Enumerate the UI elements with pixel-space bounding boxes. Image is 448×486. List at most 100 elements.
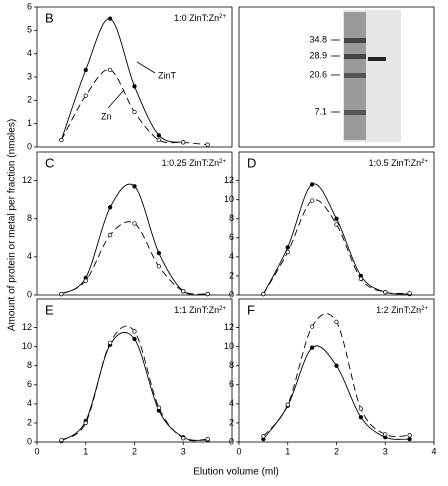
data-point <box>309 345 315 350</box>
annotation-superscript: 2+ <box>219 306 226 312</box>
data-point <box>107 340 113 346</box>
y-tick-label: 1 <box>27 118 32 128</box>
y-tick-label: 12 <box>224 322 234 332</box>
panel-letter: D <box>247 155 256 170</box>
gel-band <box>344 73 366 78</box>
data-point <box>261 291 266 297</box>
data-point <box>358 276 364 281</box>
data-point <box>205 291 210 297</box>
data-point <box>358 415 364 420</box>
data-point <box>334 216 339 221</box>
y-tick-label: 0 <box>229 436 234 446</box>
y-tick-label: 8 <box>27 360 32 370</box>
gel-panel: A 34.828.920.67.1 <box>238 6 435 148</box>
data-point <box>205 436 210 442</box>
data-point <box>107 205 113 210</box>
annotation-text: 1:2 ZinT:Zn <box>376 305 421 315</box>
gel-band <box>344 38 366 43</box>
data-point <box>83 93 88 98</box>
legend-label: Zn <box>101 111 112 121</box>
annotation: 1:0.5 ZinT:Zn2+ <box>369 158 429 168</box>
gel-marker-label: 7.1 <box>314 106 327 116</box>
annotation-superscript: 2+ <box>421 306 428 312</box>
data-point <box>132 329 137 334</box>
x-tick-label: 2 <box>334 446 339 456</box>
gel-band <box>344 110 366 115</box>
data-point <box>334 319 339 325</box>
y-tick-label: 8 <box>229 360 234 370</box>
legend-label: ZinT <box>158 70 177 80</box>
annotation: 1:1 ZinT:Zn2+ <box>174 305 226 315</box>
data-point <box>83 67 88 73</box>
y-tick-label: 0 <box>27 436 32 446</box>
annotation: 1:0 ZinT:Zn2+ <box>174 13 226 23</box>
y-tick-label: 4 <box>27 48 32 58</box>
y-tick-label: 12 <box>22 322 32 332</box>
gel-marker-label: 28.9 <box>309 50 327 60</box>
y-tick-label: 0 <box>27 141 32 151</box>
panel-letter: E <box>45 302 54 317</box>
chart-panel: B 1:0 ZinT:Zn2+ 0 1 2 3 4 5 6 ZinT Zn <box>27 1 233 151</box>
annotation-superscript: 2+ <box>219 159 226 165</box>
y-tick-label: 4 <box>229 398 234 408</box>
data-point <box>205 142 210 147</box>
data-point <box>132 84 137 89</box>
y-tick-label: 2 <box>229 270 234 280</box>
x-tick-label: 3 <box>383 446 388 456</box>
y-tick-label: 8 <box>27 213 32 223</box>
data-point <box>59 437 64 443</box>
gel-band <box>344 54 366 59</box>
y-tick-label: 2 <box>27 95 32 105</box>
annotation-superscript: 2+ <box>219 14 226 20</box>
plot-frame <box>36 151 233 296</box>
data-point <box>285 245 290 250</box>
annotation-superscript: 2+ <box>421 159 428 165</box>
gel-markers: 34.8 28.9 20.6 7.1 <box>309 34 340 116</box>
chart-panel: C 1:0.25 ZinT:Zn2+ 0 4 8 12 <box>22 151 233 299</box>
y-tick-label: 6 <box>27 379 32 389</box>
gel-marker-label: 20.6 <box>309 69 327 79</box>
annotation-text: 1:0.5 ZinT:Zn <box>369 158 422 168</box>
data-point <box>156 133 162 138</box>
data-point <box>59 291 64 297</box>
y-tick-label: 10 <box>224 194 234 204</box>
data-point <box>59 137 64 143</box>
data-point <box>261 434 266 439</box>
data-point <box>83 420 88 426</box>
annotation-text: 1:1 ZinT:Zn <box>174 305 219 315</box>
data-point <box>132 109 137 115</box>
y-tick-label: 0 <box>229 289 234 299</box>
y-tick-label: 2 <box>27 417 32 427</box>
y-tick-label: 6 <box>27 1 32 11</box>
annotation-text: 1:0 ZinT:Zn <box>174 13 219 23</box>
x-tick-label: 0 <box>34 446 39 456</box>
annotation: 1:2 ZinT:Zn2+ <box>376 305 428 315</box>
y-tick-label: 2 <box>229 417 234 427</box>
legend-leader <box>136 61 156 74</box>
data-point <box>334 363 339 368</box>
data-point <box>156 405 162 410</box>
data-point <box>309 198 315 203</box>
data-point <box>383 289 388 295</box>
data-point <box>358 406 364 411</box>
data-point <box>107 16 113 21</box>
y-tick-label: 6 <box>229 232 234 242</box>
panel-letter: B <box>45 10 54 25</box>
data-point <box>132 184 137 189</box>
x-tick-label: 4 <box>431 446 436 456</box>
y-tick-label: 6 <box>229 379 234 389</box>
y-tick-label: 3 <box>27 71 32 81</box>
data-point <box>181 289 186 294</box>
y-tick-label: 10 <box>224 341 234 351</box>
gel-marker-label: 34.8 <box>309 34 327 44</box>
gel-band <box>368 57 386 61</box>
data-point <box>132 221 137 226</box>
plot-frame <box>238 151 435 296</box>
gel-frame <box>238 6 435 148</box>
panel-letter: F <box>247 302 255 317</box>
data-point <box>181 140 186 145</box>
x-tick-label: 1 <box>83 446 88 456</box>
data-point <box>407 290 412 296</box>
